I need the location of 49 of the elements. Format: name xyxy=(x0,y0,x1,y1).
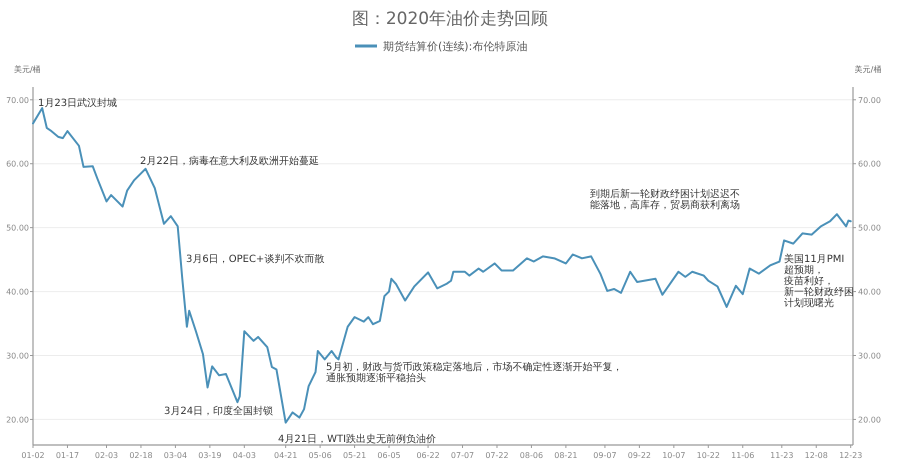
x-tick-label: 06-22 xyxy=(416,451,440,460)
y-tick-label: 40.00 xyxy=(6,288,29,297)
y2-tick-label: 70.00 xyxy=(858,96,881,105)
legend-label: 期货结算价(连续):布伦特原油 xyxy=(383,40,528,53)
x-tick-label: 04-21 xyxy=(274,451,298,460)
x-tick-label: 05-06 xyxy=(308,451,332,460)
annotation: 1月23日武汉封城 xyxy=(38,97,118,109)
x-tick-label: 03-04 xyxy=(164,451,188,460)
annotation: 到期后新一轮财政纾困计划迟迟不能落地，高库存，贸易商获利离场 xyxy=(590,188,740,211)
x-tick-label: 07-22 xyxy=(485,451,509,460)
y-tick-label: 70.00 xyxy=(6,96,29,105)
y2-tick-label: 20.00 xyxy=(858,415,881,424)
line-series xyxy=(32,107,852,424)
x-tick-label: 09-22 xyxy=(628,451,652,460)
y2-tick-label: 50.00 xyxy=(858,224,881,233)
x-tick-label: 04-03 xyxy=(232,451,256,460)
annotation: 3月6日，OPEC+谈判不欢而散 xyxy=(186,253,324,265)
y-tick-label: 50.00 xyxy=(6,224,29,233)
annotation: 美国11月PMI超预期，疫苗利好，新一轮财政纾困计划现曙光 xyxy=(784,253,854,309)
annotation: 4月21日，WTI跌出史无前例负油价 xyxy=(278,433,436,445)
y2-tick-label: 30.00 xyxy=(858,352,881,360)
chart-title: 图：2020年油价走势回顾 xyxy=(352,9,548,29)
y-tick-label: 30.00 xyxy=(6,352,29,360)
x-tick-label: 11-06 xyxy=(731,451,754,460)
y-axis-title: 美元/桶 xyxy=(14,65,41,74)
x-tick-label: 02-03 xyxy=(94,451,118,460)
x-tick-label: 12-08 xyxy=(804,451,828,460)
y2-tick-label: 40.00 xyxy=(858,288,881,297)
x-tick-label: 03-19 xyxy=(198,451,222,460)
x-tick-label: 12-23 xyxy=(839,451,862,460)
x-tick-label: 08-21 xyxy=(554,451,578,460)
x-tick-label: 01-17 xyxy=(56,451,80,460)
x-tick-label: 05-21 xyxy=(342,451,366,460)
x-tick-label: 09-07 xyxy=(593,451,617,460)
x-tick-label: 02-18 xyxy=(129,451,153,460)
x-tick-label: 01-02 xyxy=(21,451,45,460)
y-tick-label: 60.00 xyxy=(6,160,29,169)
x-tick-label: 06-05 xyxy=(377,451,401,460)
x-tick-label: 08-06 xyxy=(520,451,544,460)
x-tick-label: 11-23 xyxy=(770,451,794,460)
annotation: 3月24日，印度全国封锁 xyxy=(164,405,274,417)
x-tick-label: 07-07 xyxy=(450,451,474,460)
x-tick-label: 10-07 xyxy=(662,451,686,460)
y2-axis-title: 美元/桶 xyxy=(854,65,882,74)
annotation: 5月初，财政与货币政策稳定落地后，市场不确定性逐渐开始平复，通胀预期逐渐平稳抬头 xyxy=(326,361,622,384)
annotation: 2月22日，病毒在意大利及欧洲开始蔓延 xyxy=(140,155,320,167)
y-tick-label: 20.00 xyxy=(6,415,29,424)
y2-tick-label: 60.00 xyxy=(858,160,881,169)
x-tick-label: 10-22 xyxy=(696,451,720,460)
